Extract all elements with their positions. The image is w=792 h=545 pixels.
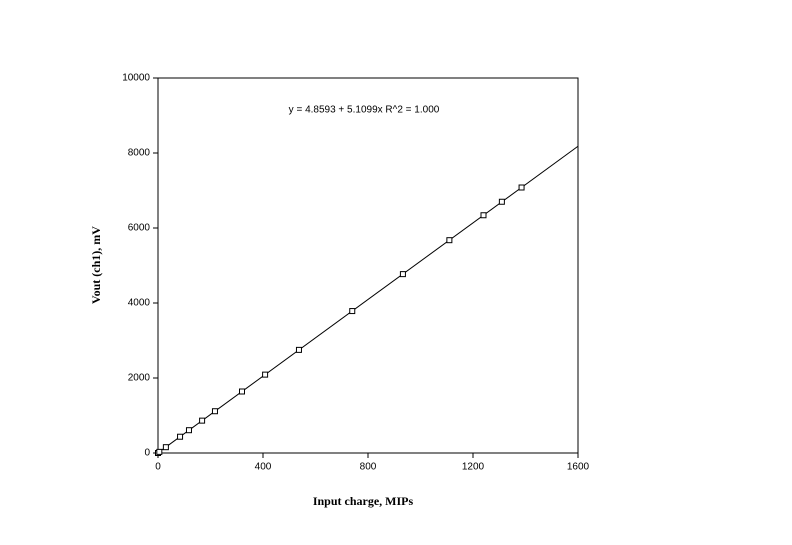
data-point [480,212,487,219]
data-point [239,388,245,395]
fit-annotation: y = 4.8593 + 5.1099x R^2 = 1.000 [289,105,440,116]
data-point [156,448,163,455]
x-tick-label: 1600 [567,462,590,473]
data-point [399,271,406,278]
data-point [162,444,169,451]
plot-frame [157,77,579,454]
x-tick-label: 1200 [462,462,485,473]
data-point [211,408,218,415]
x-tick-label: 400 [255,462,272,473]
x-tick-label: 800 [360,462,377,473]
y-tick-label: 10000 [122,73,150,84]
data-point [349,308,356,315]
y-tick-label: 2000 [128,373,151,384]
data-point [185,427,192,434]
data-point [199,417,206,424]
data-point [295,346,302,353]
fit-line [157,145,579,454]
y-tick-label: 8000 [128,148,151,159]
y-tick-label: 0 [144,448,150,459]
x-tick-label: 0 [155,462,161,473]
data-point [498,198,505,205]
data-point [262,371,269,378]
data-point [177,433,184,440]
data-point [446,237,453,244]
y-axis-label: Vout (ch1), mV [89,226,103,304]
x-axis-label: Input charge, MIPs [313,494,414,508]
y-tick-label: 6000 [128,223,151,234]
data-point [518,184,525,191]
y-tick-label: 4000 [128,298,151,309]
